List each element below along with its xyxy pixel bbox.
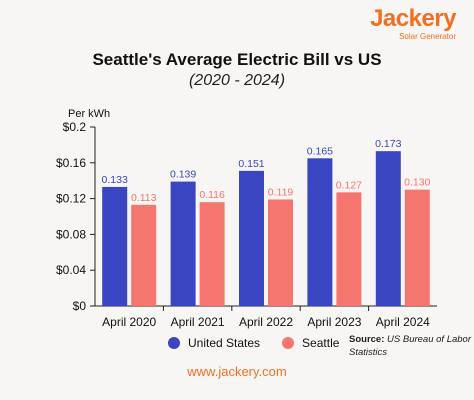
y-tick-label: $0.2 [63, 120, 87, 134]
y-tick-label: $0 [73, 299, 87, 313]
x-tick-label: April 2022 [239, 315, 293, 329]
chart-title: Seattle's Average Electric Bill vs US [92, 50, 382, 69]
data-label: 0.173 [375, 138, 401, 150]
bar-seattle [131, 204, 157, 306]
data-label: 0.133 [102, 174, 128, 186]
data-label: 0.113 [131, 192, 157, 204]
x-tick-label: April 2021 [171, 315, 225, 329]
bar-us [307, 158, 333, 306]
legend-label-seattle: Seattle [302, 336, 340, 350]
data-label: 0.116 [199, 189, 225, 201]
legend: United States Seattle [168, 336, 361, 350]
bar-seattle [268, 199, 293, 306]
data-label: 0.127 [336, 179, 362, 191]
source-label: Source [349, 334, 382, 345]
legend-label-us: United States [188, 336, 261, 350]
y-tick-label: $0.04 [56, 263, 86, 277]
legend-item-us: United States [168, 336, 260, 350]
bar-us [170, 181, 196, 306]
bar-us [239, 170, 264, 306]
legend-dot-us [168, 337, 180, 349]
y-tick-label: $0.16 [56, 156, 86, 170]
y-axis-label: Per kWh [68, 108, 110, 120]
x-tick-label: April 2024 [376, 315, 430, 329]
y-tick-label: $0.08 [56, 227, 86, 241]
source-note: Source: US Bureau of Labor Statistics [349, 334, 472, 358]
legend-item-seattle: Seattle [282, 336, 339, 350]
footer-url: www.jackery.com [187, 364, 287, 379]
legend-dot-seattle [282, 337, 295, 349]
data-label: 0.139 [170, 169, 196, 181]
bar-seattle [199, 202, 225, 306]
brand-logo: Jackery Solar Generator [370, 5, 456, 42]
x-tick-label: April 2020 [102, 315, 156, 329]
bar-seattle [404, 189, 430, 306]
data-label: 0.119 [268, 186, 294, 198]
data-label: 0.130 [404, 177, 430, 189]
data-label: 0.151 [238, 158, 264, 170]
chart-subtitle: (2020 - 2024) [188, 72, 286, 89]
x-tick-label: April 2023 [307, 315, 361, 329]
brand-tagline: Solar Generator [399, 32, 456, 41]
bar-us [375, 151, 401, 306]
data-label: 0.165 [307, 145, 333, 157]
brand-name: Jackery [370, 5, 456, 32]
y-tick-label: $0.12 [56, 192, 86, 206]
source-text: US Bureau of Labor Statistics [349, 334, 472, 358]
bar-us [102, 186, 128, 306]
bar-seattle [336, 192, 362, 306]
